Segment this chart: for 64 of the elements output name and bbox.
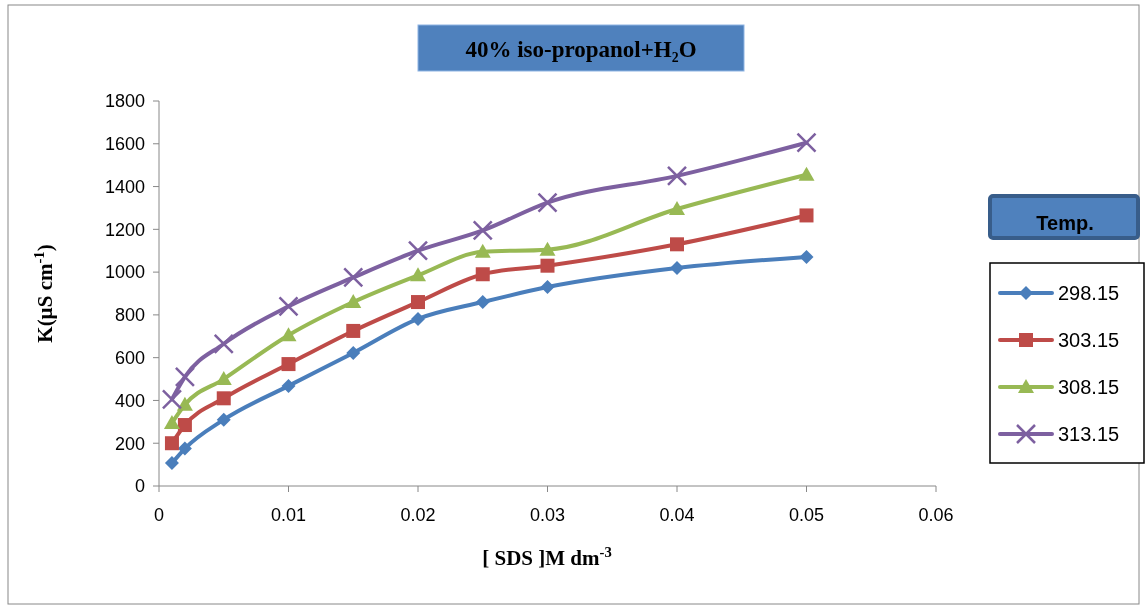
legend-label: 303.15 bbox=[1058, 329, 1120, 351]
point bbox=[539, 241, 556, 256]
point bbox=[280, 327, 297, 342]
point bbox=[407, 240, 429, 261]
point bbox=[163, 414, 180, 429]
point bbox=[799, 208, 814, 223]
point bbox=[475, 295, 490, 310]
point bbox=[411, 295, 425, 310]
point bbox=[215, 371, 232, 386]
point bbox=[216, 412, 231, 427]
y-tick-label: 1000 bbox=[104, 262, 145, 283]
x-tick-label: 0.04 bbox=[659, 505, 695, 525]
x-tick-label: 0.05 bbox=[788, 505, 825, 525]
legend-label: 298.15 bbox=[1058, 282, 1120, 304]
legend-label: 308.15 bbox=[1058, 376, 1120, 398]
y-tick-label: 600 bbox=[114, 347, 145, 368]
point bbox=[798, 166, 815, 181]
point bbox=[669, 201, 685, 216]
y-tick-label: 1200 bbox=[104, 219, 145, 240]
point bbox=[281, 357, 296, 372]
x-tick-label: 0.03 bbox=[529, 505, 566, 525]
y-tick-label: 0 bbox=[134, 476, 145, 497]
chart-title: 40% iso-propanol+H₂O bbox=[465, 37, 697, 62]
point bbox=[177, 441, 192, 456]
y-tick-label: 400 bbox=[114, 390, 145, 411]
point bbox=[411, 311, 425, 326]
y-tick-label: 800 bbox=[114, 305, 145, 326]
point bbox=[161, 389, 183, 410]
point bbox=[540, 258, 555, 273]
point bbox=[670, 237, 684, 252]
point bbox=[346, 323, 361, 338]
point bbox=[343, 267, 364, 288]
x-tick-label: 0.02 bbox=[400, 505, 436, 525]
point bbox=[213, 333, 234, 355]
point bbox=[796, 132, 817, 153]
point bbox=[799, 249, 814, 264]
point bbox=[540, 280, 555, 295]
point bbox=[281, 378, 296, 393]
point bbox=[177, 418, 192, 433]
point bbox=[475, 267, 490, 282]
point bbox=[345, 294, 362, 309]
point bbox=[216, 391, 231, 406]
point bbox=[670, 261, 684, 276]
x-tick-label: 0.01 bbox=[270, 505, 307, 525]
point bbox=[164, 436, 179, 451]
point bbox=[537, 192, 558, 213]
y-tick-label: 1800 bbox=[104, 91, 145, 112]
legend-label: 313.15 bbox=[1058, 423, 1120, 445]
point bbox=[474, 243, 491, 258]
point bbox=[174, 366, 196, 388]
point bbox=[666, 165, 688, 187]
x-axis-title: [ SDS ]M dm$^{-3}$ bbox=[482, 544, 612, 570]
point bbox=[346, 345, 361, 360]
point bbox=[278, 296, 299, 317]
point bbox=[176, 396, 193, 411]
point bbox=[164, 456, 179, 471]
point bbox=[472, 220, 493, 241]
y-tick-label: 200 bbox=[114, 433, 145, 454]
point bbox=[410, 267, 426, 282]
y-tick-label: 1400 bbox=[104, 176, 145, 197]
x-tick-label: 0.06 bbox=[918, 505, 954, 525]
y-tick-label: 1600 bbox=[104, 134, 145, 155]
x-tick-label: 0 bbox=[153, 505, 165, 525]
legend-title: Temp. bbox=[1036, 212, 1094, 234]
